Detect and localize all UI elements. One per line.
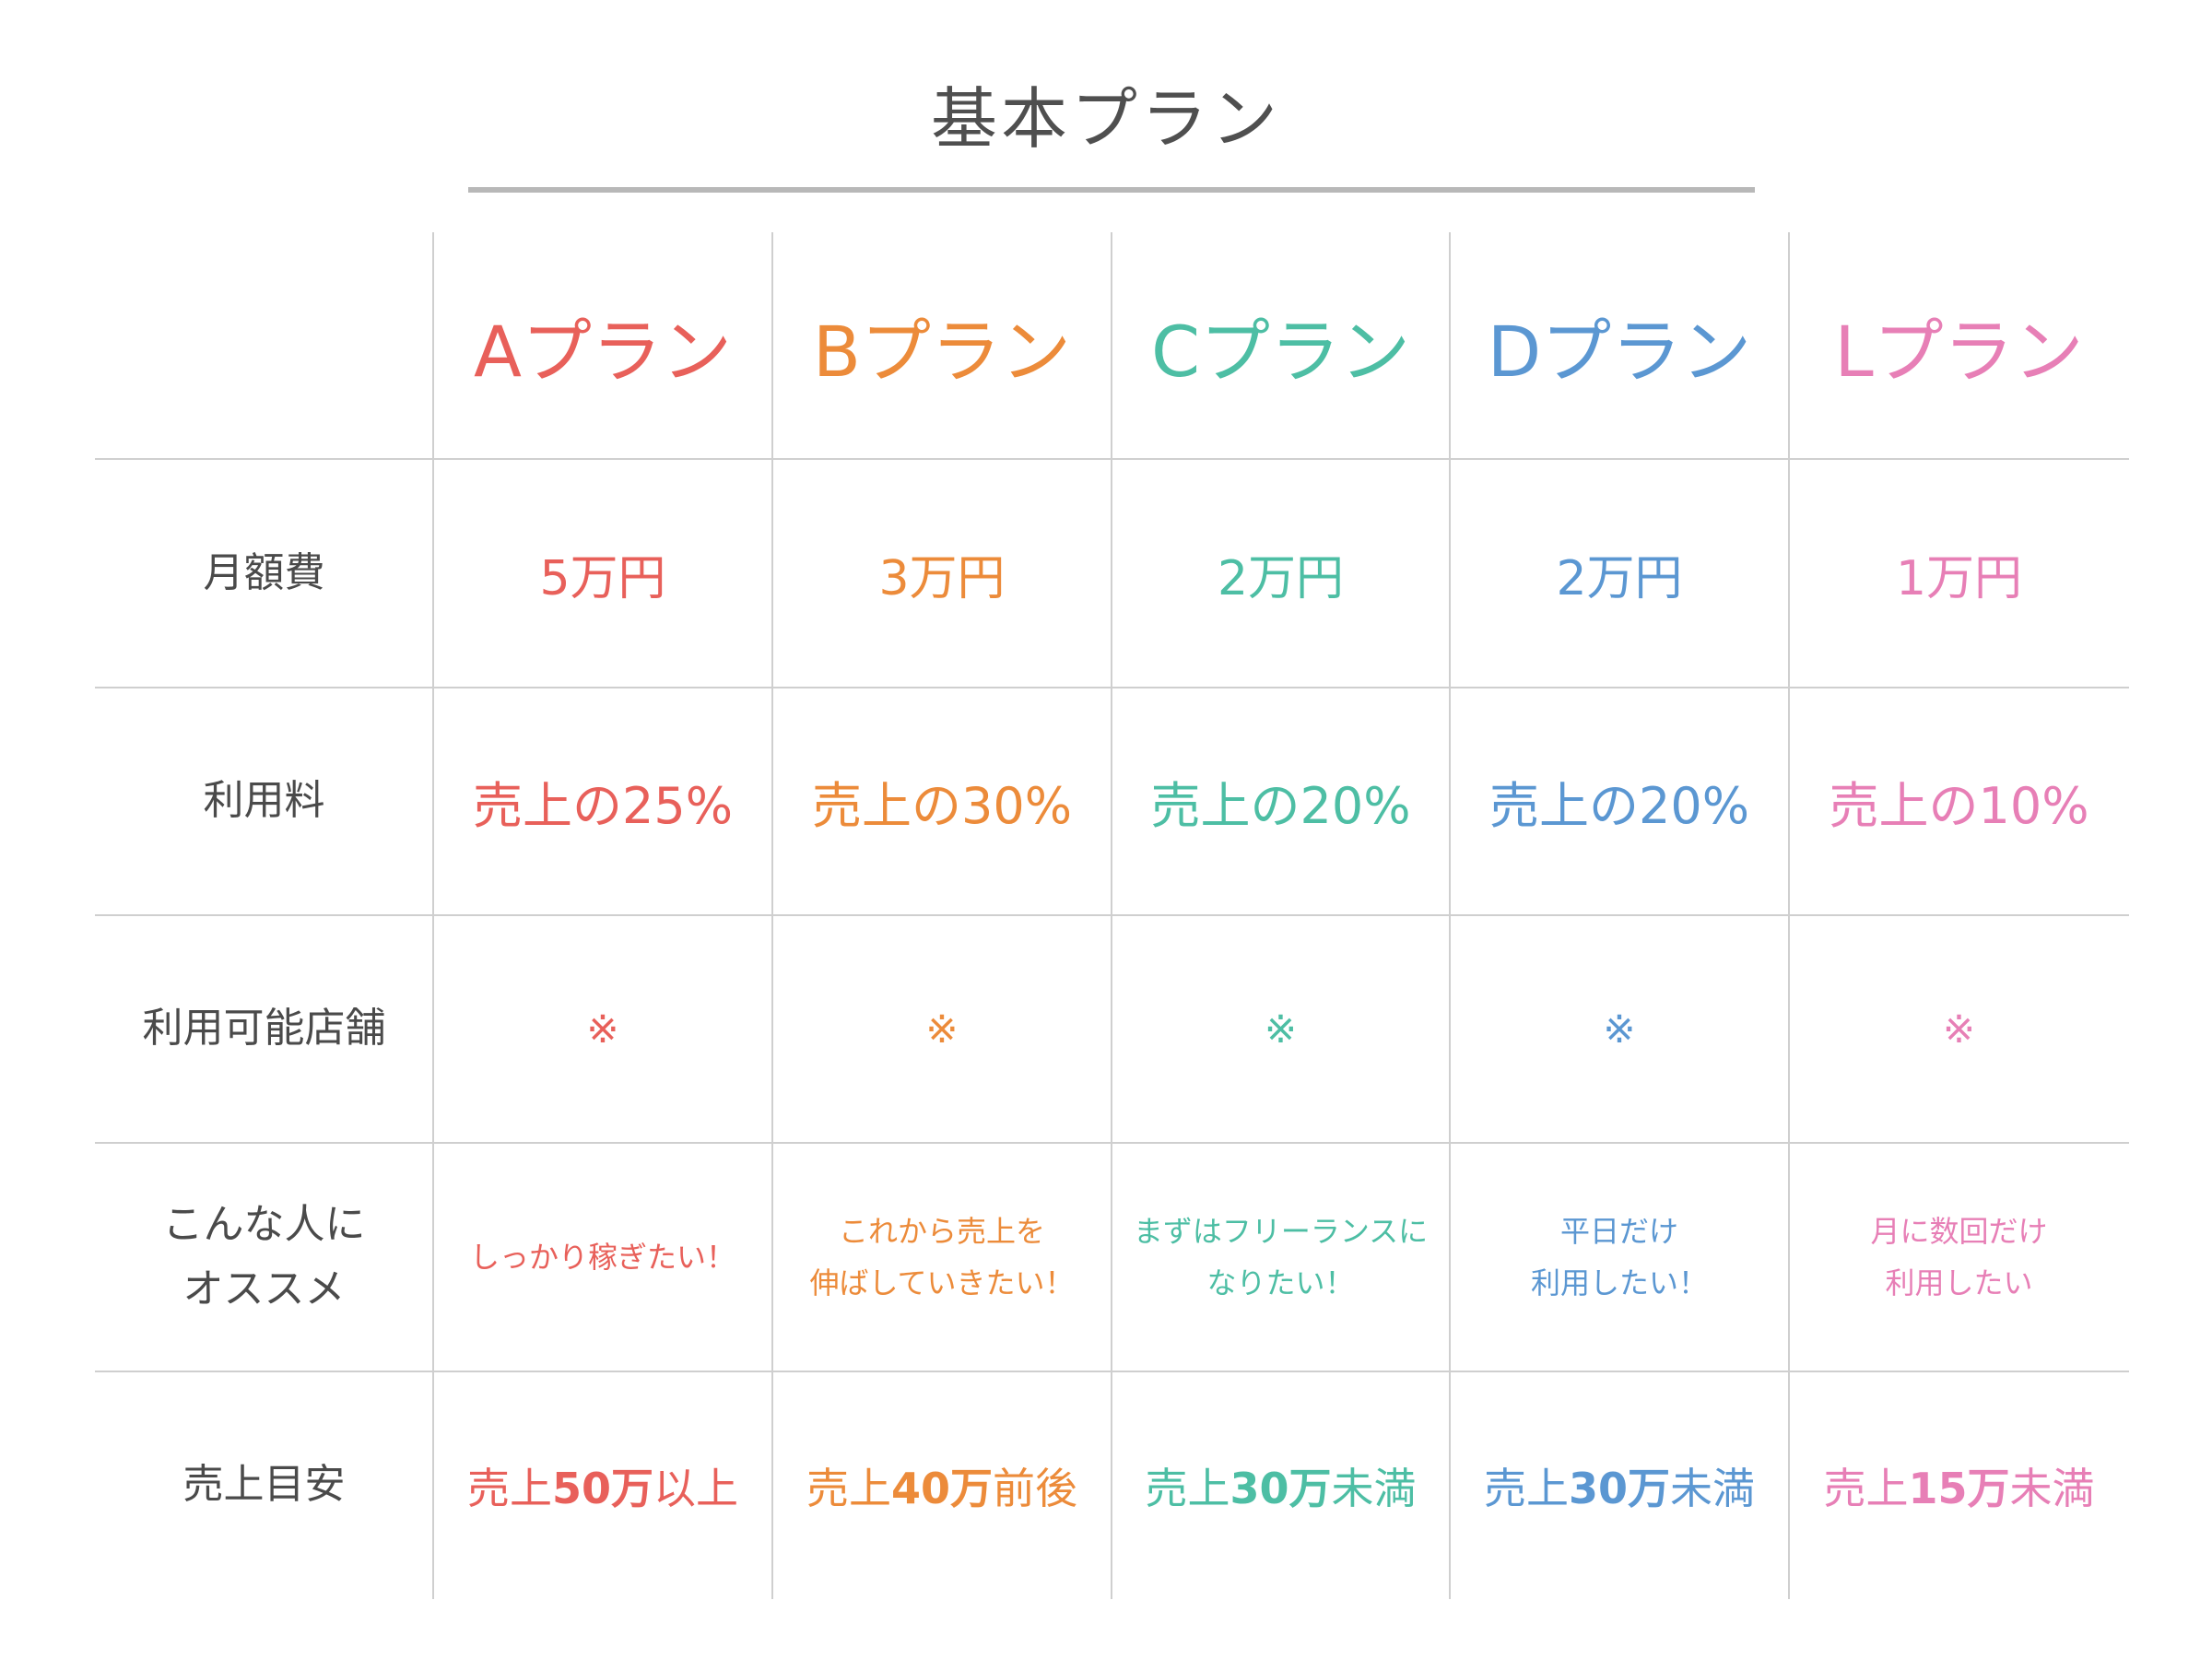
recommend-line: まずはフリーランスに <box>1133 1214 1429 1249</box>
recommend-line: 利用したい <box>1885 1265 2033 1300</box>
stores-note-mark: ※ <box>1942 1006 1976 1052</box>
recommend-text: まずはフリーランスに なりたい！ <box>1134 1206 1428 1309</box>
sales-amount: 40万 <box>890 1463 993 1513</box>
sales-amount: 15万 <box>1908 1463 2010 1513</box>
stores-note-mark: ※ <box>1264 1006 1298 1052</box>
recommend-line: なりたい！ <box>1206 1265 1355 1300</box>
row-header-label: 利用料 <box>203 777 325 825</box>
plan-c-sales-target: 売上 30万 未満 <box>1112 1371 1450 1599</box>
recommend-line: 平日だけ <box>1559 1214 1678 1249</box>
plan-c-recommend: まずはフリーランスに なりたい！ <box>1112 1143 1450 1371</box>
plan-b-usage-fee: 売上の30% <box>772 688 1112 915</box>
sales-amount: 50万 <box>551 1463 653 1513</box>
recommend-text: これから売上を 伸ばしていきたい！ <box>809 1206 1074 1309</box>
monthly-fee-value: 1万円 <box>1895 550 2023 606</box>
plan-l-monthly-fee: 1万円 <box>1789 459 2129 688</box>
plan-d-usage-fee: 売上の20% <box>1450 688 1789 915</box>
plan-d-sales-target: 売上 30万 未満 <box>1450 1371 1789 1599</box>
row-header-label: 売上目安 <box>182 1461 346 1509</box>
monthly-fee-value: 2万円 <box>1217 550 1345 606</box>
plan-a-header: Aプラン <box>433 232 772 459</box>
recommend-line: 月に数回だけ <box>1870 1214 2048 1249</box>
monthly-fee-value: 2万円 <box>1556 550 1683 606</box>
usage-fee-value: 売上の20% <box>1150 777 1411 835</box>
usage-fee-value: 売上の25% <box>472 777 734 835</box>
sales-suffix: 未満 <box>1670 1463 1755 1513</box>
plan-c-header: Cプラン <box>1112 232 1450 459</box>
plan-d-stores: ※ <box>1450 915 1789 1143</box>
plan-c-monthly-fee: 2万円 <box>1112 459 1450 688</box>
plan-b-stores: ※ <box>772 915 1112 1143</box>
recommend-line: 利用したい！ <box>1530 1265 1708 1300</box>
stores-note-mark: ※ <box>586 1006 619 1052</box>
usage-fee-value: 売上の10% <box>1829 777 2089 835</box>
plan-a-monthly-fee: 5万円 <box>433 459 772 688</box>
sales-prefix: 売上 <box>1483 1463 1569 1513</box>
sales-amount: 30万 <box>1230 1463 1332 1513</box>
recommend-line: これから売上を <box>838 1214 1045 1249</box>
row-divider <box>95 914 2129 916</box>
plan-name: Aプラン <box>474 311 732 393</box>
plan-b-sales-target: 売上 40万 前後 <box>772 1371 1112 1599</box>
sales-prefix: 売上 <box>466 1463 552 1513</box>
row-header-recommend: こんな人に オススメ <box>95 1143 433 1371</box>
sales-prefix: 売上 <box>1823 1463 1909 1513</box>
row-header-usage-fee: 利用料 <box>95 688 433 915</box>
row-divider <box>95 458 2129 460</box>
sales-suffix: 未満 <box>2009 1463 2095 1513</box>
plan-name: Bプラン <box>812 311 1072 393</box>
plan-b-recommend: これから売上を 伸ばしていきたい！ <box>772 1143 1112 1371</box>
row-divider <box>95 1142 2129 1144</box>
recommend-text: しっかり稼ぎたい！ <box>470 1231 735 1283</box>
row-header-recommend-lines: こんな人に オススメ <box>163 1193 366 1323</box>
plan-d-header: Dプラン <box>1450 232 1789 459</box>
recommend-text: 月に数回だけ 利用したい <box>1870 1206 2047 1309</box>
recommend-line: 伸ばしていきたい！ <box>809 1265 1075 1300</box>
plan-l-header: Lプラン <box>1789 232 2129 459</box>
monthly-fee-value: 5万円 <box>539 550 666 606</box>
monthly-fee-value: 3万円 <box>878 550 1006 606</box>
row-header-monthly-fee: 月額費 <box>95 459 433 688</box>
plan-name: Dプラン <box>1487 311 1752 393</box>
row-header-label: 利用可能店舗 <box>142 1005 386 1053</box>
plan-c-stores: ※ <box>1112 915 1450 1143</box>
sales-prefix: 売上 <box>806 1463 891 1513</box>
row-header-stores: 利用可能店舗 <box>95 915 433 1143</box>
plan-l-recommend: 月に数回だけ 利用したい <box>1789 1143 2129 1371</box>
sales-prefix: 売上 <box>1145 1463 1230 1513</box>
sales-amount: 30万 <box>1568 1463 1670 1513</box>
recommend-text: 平日だけ利用したい！ <box>1531 1206 1708 1309</box>
sales-suffix: 前後 <box>993 1463 1077 1513</box>
recommend-line: しっかり稼ぎたい！ <box>469 1240 735 1275</box>
row-header-label: 月額費 <box>203 548 325 596</box>
plan-l-usage-fee: 売上の10% <box>1789 688 2129 915</box>
plan-b-monthly-fee: 3万円 <box>772 459 1112 688</box>
plan-a-stores: ※ <box>433 915 772 1143</box>
sales-suffix: 以上 <box>653 1463 738 1513</box>
plan-d-monthly-fee: 2万円 <box>1450 459 1789 688</box>
plan-c-usage-fee: 売上の20% <box>1112 688 1450 915</box>
row-header-sales-target: 売上目安 <box>95 1371 433 1599</box>
usage-fee-value: 売上の20% <box>1488 777 1750 835</box>
plan-a-usage-fee: 売上の25% <box>433 688 772 915</box>
row-divider <box>95 1371 2129 1372</box>
row-header-label-line: オススメ <box>182 1265 346 1312</box>
sales-suffix: 未満 <box>1331 1463 1417 1513</box>
usage-fee-value: 売上の30% <box>811 777 1073 835</box>
plan-l-stores: ※ <box>1789 915 2129 1143</box>
title-underline <box>468 187 1755 193</box>
plan-a-recommend: しっかり稼ぎたい！ <box>433 1143 772 1371</box>
row-divider <box>95 687 2129 688</box>
plan-name: Lプラン <box>1834 311 2084 393</box>
page-title: 基本プラン <box>930 80 1281 158</box>
stores-note-mark: ※ <box>925 1006 959 1052</box>
plan-name: Cプラン <box>1150 311 1411 393</box>
stores-note-mark: ※ <box>1603 1006 1636 1052</box>
row-header-label-line: こんな人に <box>162 1200 366 1248</box>
plan-l-sales-target: 売上 15万 未満 <box>1789 1371 2129 1599</box>
plan-b-header: Bプラン <box>772 232 1112 459</box>
plan-d-recommend: 平日だけ利用したい！ <box>1450 1143 1789 1371</box>
plan-comparison-table: 月額費利用料利用可能店舗 こんな人にオススメ売上目安 Aプラン 5万円売上の25% ※ し… <box>95 232 2129 1599</box>
plan-a-sales-target: 売上 50万 以上 <box>433 1371 772 1599</box>
